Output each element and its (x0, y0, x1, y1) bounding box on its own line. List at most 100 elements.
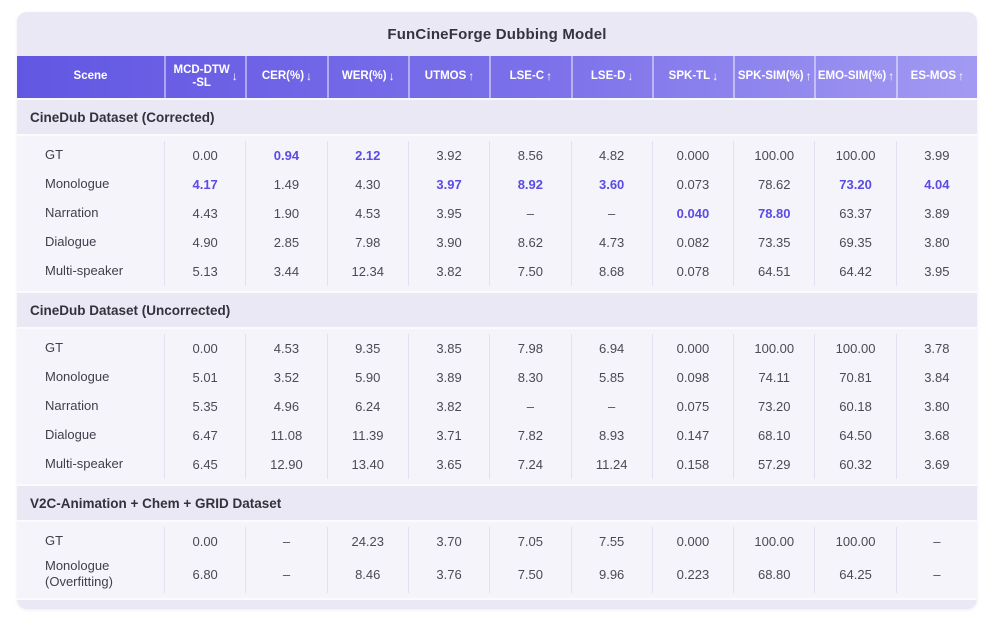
cell-cer: 11.08 (245, 421, 326, 450)
cell-emosim: 60.18 (814, 392, 895, 421)
table-row: Dialogue 4.90 2.85 7.98 3.90 8.62 4.73 0.082 73.… (17, 228, 977, 257)
cell-emosim: 63.37 (814, 199, 895, 228)
section-title: V2C-Animation + Chem + GRID Dataset (30, 495, 282, 511)
arrow-up-icon: ↑ (468, 69, 475, 84)
cell-spksim: 68.10 (733, 421, 814, 450)
cell-utmos: 3.89 (407, 363, 489, 392)
column-header-cer: CER(%) ↓ (245, 56, 326, 98)
cell-utmos: 3.92 (407, 141, 489, 170)
cell-lsec: 7.98 (489, 334, 570, 363)
cell-esmos: 3.69 (895, 450, 977, 479)
cell-mcd: 5.35 (164, 392, 245, 421)
cell-mcd: 5.13 (164, 257, 245, 286)
column-label: CER(%) (261, 70, 305, 83)
row-label: Monologue (45, 369, 110, 385)
cell-spktl: 0.000 (651, 334, 733, 363)
cell-utmos: 3.85 (407, 334, 489, 363)
cell-esmos: – (895, 556, 977, 593)
row-label: Narration (45, 205, 99, 221)
cell-lsec: 7.50 (489, 257, 570, 286)
table-row: Multi-speaker 6.45 12.90 13.40 3.65 7.24 11.24… (17, 450, 977, 479)
table-row: Monologue 5.01 3.52 5.90 3.89 8.30 5.85 0.098 74… (17, 363, 977, 392)
row-label: Monologue (45, 176, 110, 192)
cell-emosim: 64.50 (814, 421, 895, 450)
arrow-up-icon: ↑ (958, 69, 965, 84)
cell-utmos: 3.65 (407, 450, 489, 479)
cell-spktl: 0.000 (651, 527, 733, 556)
cell-esmos: 3.84 (895, 363, 977, 392)
column-header-spksim: SPK-SIM(%) ↑ (733, 56, 814, 98)
column-header-esmos: ES-MOS ↑ (895, 56, 977, 98)
cell-mcd: 6.45 (164, 450, 245, 479)
cell-lsed: 4.82 (570, 141, 652, 170)
cell-emosim: 60.32 (814, 450, 895, 479)
arrow-down-icon: ↓ (388, 69, 395, 84)
cell-emosim: 73.20 (814, 170, 895, 199)
column-header-scene: Scene (17, 56, 164, 98)
arrow-down-icon: ↓ (231, 69, 238, 84)
cell-lsed: 7.55 (570, 527, 652, 556)
cell-emosim: 100.00 (814, 334, 895, 363)
row-label: GT (45, 340, 64, 356)
cell-spksim: 64.51 (733, 257, 814, 286)
section-title: CineDub Dataset (Uncorrected) (30, 302, 231, 318)
column-header-emosim: EMO-SIM(%) ↑ (814, 56, 895, 98)
cell-cer: – (245, 556, 326, 593)
cell-cer: 12.90 (245, 450, 326, 479)
cell-wer: 4.30 (326, 170, 408, 199)
arrow-down-icon: ↓ (712, 69, 719, 84)
table-row: Monologue (Overfitting) 6.80–8.46 3.76 7.50… (17, 556, 977, 593)
arrow-up-icon: ↑ (888, 69, 895, 84)
cell-spksim: 68.80 (733, 556, 814, 593)
cell-spktl: 0.158 (651, 450, 733, 479)
cell-lsed: 11.24 (570, 450, 652, 479)
cell-lsec: 8.62 (489, 228, 570, 257)
cell-mcd: 4.90 (164, 228, 245, 257)
row-label: Narration (45, 398, 99, 414)
cell-spktl: 0.040 (651, 199, 733, 228)
cell-lsed: 8.93 (570, 421, 652, 450)
cell-esmos: 3.80 (895, 228, 977, 257)
section-title: CineDub Dataset (Corrected) (30, 109, 215, 125)
data-block: GT 0.00–24.23 3.70 7.05 7.55 0.000 100.00 100.0… (17, 520, 977, 600)
column-header-lsec: LSE-C ↑ (489, 56, 570, 98)
cell-utmos: 3.97 (407, 170, 489, 199)
column-header-utmos: UTMOS ↑ (407, 56, 489, 98)
cell-wer: 11.39 (326, 421, 408, 450)
cell-esmos: 3.95 (895, 257, 977, 286)
cell-spksim: 100.00 (733, 141, 814, 170)
table-row: GT 0.00 4.53 9.35 3.85 7.98 6.94 0.000 100.00 100… (17, 334, 977, 363)
cell-mcd: 0.00 (164, 334, 245, 363)
cell-mcd: 0.00 (164, 141, 245, 170)
table-title: FunCineForge Dubbing Model (387, 25, 607, 43)
cell-spksim: 100.00 (733, 334, 814, 363)
cell-cer: 3.44 (245, 257, 326, 286)
column-label: ES-MOS (910, 70, 957, 83)
cell-esmos: – (895, 527, 977, 556)
cell-spksim: 78.62 (733, 170, 814, 199)
column-label: SPK-TL (668, 70, 711, 83)
cell-wer: 6.24 (326, 392, 408, 421)
cell-spksim: 57.29 (733, 450, 814, 479)
data-block: GT 0.00 4.53 9.35 3.85 7.98 6.94 0.000 100.00 100… (17, 327, 977, 486)
cell-spktl: 0.000 (651, 141, 733, 170)
cell-esmos: 3.80 (895, 392, 977, 421)
row-label: Dialogue (45, 427, 97, 443)
cell-mcd: 4.43 (164, 199, 245, 228)
column-label: EMO-SIM(%) (817, 70, 887, 83)
table-row: GT 0.00–24.23 3.70 7.05 7.55 0.000 100.00 100.0… (17, 527, 977, 556)
cell-mcd: 6.47 (164, 421, 245, 450)
cell-mcd: 6.80 (164, 556, 245, 593)
column-header-mcd: MCD-DTW -SL ↓ (164, 56, 245, 98)
arrow-down-icon: ↓ (306, 69, 313, 84)
cell-lsec: – (489, 199, 570, 228)
cell-emosim: 64.42 (814, 257, 895, 286)
cell-cer: 4.53 (245, 334, 326, 363)
cell-utmos: 3.70 (407, 527, 489, 556)
table-row: Narration 5.35 4.96 6.24 3.82– –0.075 73.20 60.… (17, 392, 977, 421)
cell-esmos: 3.78 (895, 334, 977, 363)
cell-esmos: 3.68 (895, 421, 977, 450)
cell-utmos: 3.82 (407, 257, 489, 286)
arrow-down-icon: ↓ (627, 69, 634, 84)
cell-lsed: 8.68 (570, 257, 652, 286)
